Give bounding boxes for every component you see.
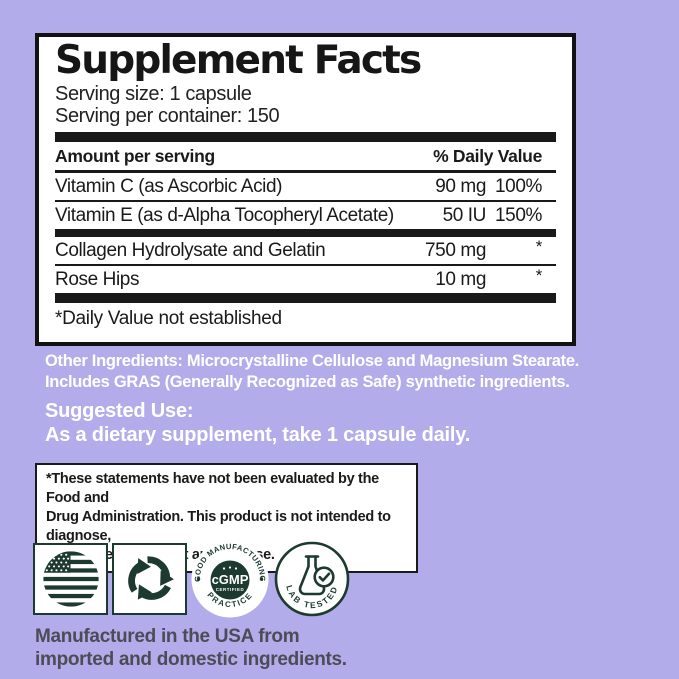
cgmp-center-circle (210, 560, 250, 600)
cgmp-dot-left (196, 577, 201, 581)
cgmp-certified-badge: GOOD MANUFACTURING PRACTICE cGMP CERTIFI… (191, 540, 269, 618)
header-daily-value: % Daily Value (433, 146, 542, 166)
nutrient-dv: * (486, 237, 556, 262)
lab-tested-badge: LAB TESTED (274, 541, 350, 617)
divider-bar-bottom (55, 293, 556, 303)
serving-size: Serving size: 1 capsule (55, 83, 252, 105)
supplement-facts-panel: Supplement Facts Serving size: 1 capsule… (35, 33, 576, 346)
other-ingredients-line: Other Ingredients: Microcrystalline Cell… (45, 352, 580, 370)
table-row: Vitamin E (as d-Alpha Tocopheryl Acetate… (55, 202, 556, 229)
cgmp-center-label: cGMP (212, 572, 249, 587)
nutrient-dv: * (486, 266, 556, 291)
manufactured-line: Manufactured in the USA from (35, 626, 300, 647)
other-ingredients: Other Ingredients: Microcrystalline Cell… (45, 351, 579, 392)
divider-bar-middle (55, 229, 556, 237)
nutrient-amount: 10 mg (435, 269, 486, 290)
table-header-row: Amount per serving % Daily Value (55, 142, 556, 173)
servings-per-container: Serving per container: 150 (55, 105, 280, 127)
disclaimer-line: Drug Administration. This product is not… (46, 509, 391, 544)
nutrient-name: Vitamin C (as Ascorbic Acid) (55, 176, 283, 197)
certification-badges: GOOD MANUFACTURING PRACTICE cGMP CERTIFI… (33, 540, 351, 618)
nutrient-name: Collagen Hydrolysate and Gelatin (55, 240, 326, 261)
asterisk: * (535, 237, 543, 256)
nutrient-name: Vitamin E (as d-Alpha Tocopheryl Acetate… (55, 205, 394, 226)
usa-flag-icon (42, 551, 99, 607)
disclaimer-line: *These statements have not been evaluate… (46, 471, 379, 506)
check-circle-icon (313, 566, 335, 588)
manufactured-line: imported and domestic ingredients. (35, 649, 347, 670)
check-mark (318, 572, 331, 582)
header-amount-per-serving: Amount per serving (55, 146, 215, 166)
nutrient-amount: 50 IU (442, 205, 487, 226)
cgmp-dot-right (259, 577, 264, 581)
nutrient-dv: 100% (495, 176, 542, 197)
nutrient-amount: 750 mg (425, 240, 486, 261)
daily-value-footnote: *Daily Value not established (55, 308, 282, 329)
table-row: Rose Hips 10 mg * (55, 266, 556, 293)
usa-flag-badge (33, 543, 108, 615)
suggested-use-text: As a dietary supplement, take 1 capsule … (45, 424, 471, 446)
cgmp-sub-label: CERTIFIED (216, 587, 245, 592)
panel-title: Supplement Facts (55, 38, 422, 83)
nutrient-amount: 90 mg (435, 176, 486, 197)
suggested-use-heading: Suggested Use: (45, 400, 194, 422)
nutrient-dv: 150% (495, 205, 542, 226)
recycle-icon (127, 556, 174, 600)
suggested-use: Suggested Use: As a dietary supplement, … (45, 399, 470, 447)
divider-bar-top (55, 132, 556, 142)
table-row: Collagen Hydrolysate and Gelatin 750 mg … (55, 237, 556, 266)
recycle-badge (112, 543, 187, 615)
other-ingredients-line: Includes GRAS (Generally Recognized as S… (45, 372, 570, 391)
nutrient-name: Rose Hips (55, 269, 140, 290)
table-row: Vitamin C (as Ascorbic Acid) 90 mg 100% (55, 173, 556, 202)
asterisk: * (535, 266, 543, 285)
manufactured-note: Manufactured in the USA from imported an… (35, 625, 347, 671)
